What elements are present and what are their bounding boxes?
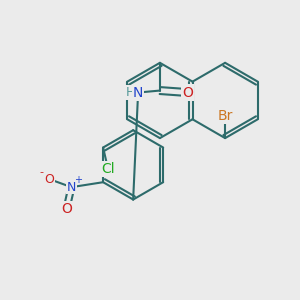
Text: +: + xyxy=(74,175,83,185)
Text: O: O xyxy=(182,85,193,100)
Text: Br: Br xyxy=(218,109,233,123)
Text: -: - xyxy=(40,167,44,177)
Text: N: N xyxy=(133,85,143,100)
Text: O: O xyxy=(61,202,72,216)
Text: O: O xyxy=(45,173,55,186)
Text: H: H xyxy=(125,86,135,99)
Text: Cl: Cl xyxy=(101,162,115,176)
Text: N: N xyxy=(67,181,76,194)
